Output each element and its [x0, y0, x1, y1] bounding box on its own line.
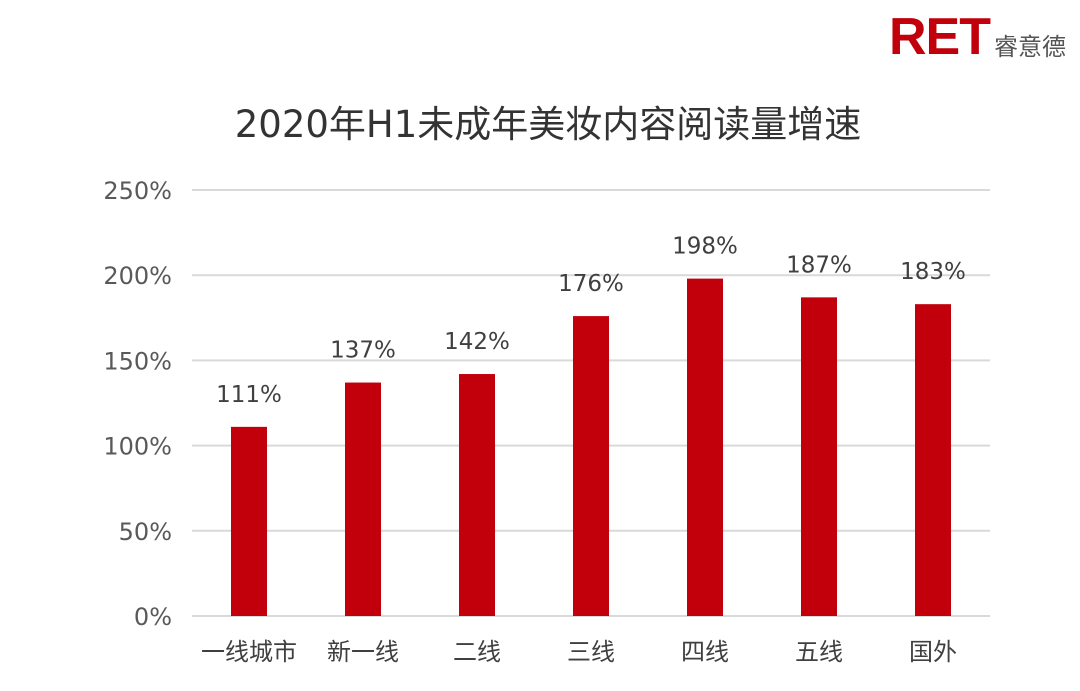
x-axis-categories: 一线城市 新一线 二线 三线 四线 五线 国外 [201, 638, 957, 666]
bars [231, 278, 951, 616]
logo-name: 睿意德 [994, 33, 1066, 61]
data-label: 176% [558, 271, 624, 297]
data-label: 137% [330, 338, 396, 364]
data-label: 111% [216, 382, 282, 408]
x-category-label: 新一线 [327, 638, 399, 666]
bar-1 [231, 426, 267, 616]
y-tick-label: 200% [103, 262, 172, 290]
y-tick-label: 50% [119, 518, 172, 546]
x-category-label: 国外 [909, 638, 957, 666]
y-tick-label: 250% [103, 177, 172, 205]
chart-title: 2020年H1未成年美妆内容阅读量增速 [234, 103, 862, 146]
data-label: 142% [444, 329, 510, 355]
x-category-label: 三线 [567, 638, 615, 666]
data-label: 183% [900, 259, 966, 285]
y-tick-label: 0% [134, 603, 172, 631]
data-label: 198% [672, 234, 738, 260]
bar-2 [345, 382, 381, 616]
bar-6 [801, 297, 837, 616]
brand-logo: RET 睿意德 [889, 8, 1066, 66]
bar-5 [687, 278, 723, 616]
y-axis-ticks: 0% 50% 100% 150% 200% 250% [103, 177, 172, 631]
x-category-label: 二线 [453, 638, 501, 666]
bar-3 [459, 374, 495, 616]
data-label: 187% [786, 252, 852, 278]
y-tick-label: 150% [103, 347, 172, 375]
data-labels: 111% 137% 142% 176% 198% 187% 183% [216, 234, 966, 408]
logo-mark: RET [889, 8, 991, 66]
x-category-label: 四线 [681, 638, 729, 666]
bar-7 [915, 304, 951, 616]
x-category-label: 一线城市 [201, 638, 297, 666]
x-category-label: 五线 [795, 638, 843, 666]
y-tick-label: 100% [103, 433, 172, 461]
bar-4 [573, 316, 609, 616]
